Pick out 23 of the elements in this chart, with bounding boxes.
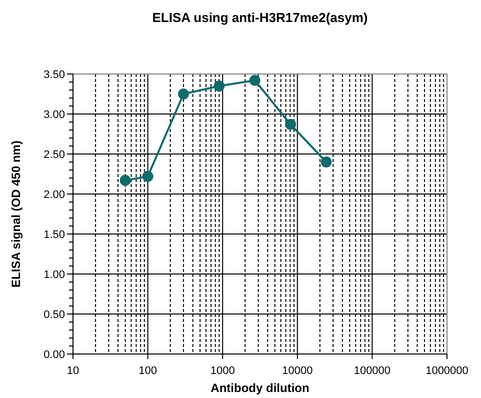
x-tick-label: 100 <box>138 365 157 377</box>
x-tick-label: 10000 <box>282 365 313 377</box>
x-tick-label: 1000 <box>210 365 235 377</box>
point <box>178 88 189 100</box>
y-tick-label: 0.00 <box>44 349 65 361</box>
point <box>142 170 154 182</box>
x-tick-label: 10 <box>66 365 80 377</box>
x-axis-title: Antibody dilution <box>210 381 310 395</box>
x-tick-label: 1000000 <box>426 365 468 377</box>
y-tick-label: 3.00 <box>44 109 65 121</box>
point <box>285 118 296 130</box>
y-tick-label: 3.50 <box>44 69 65 81</box>
y-axis-title: ELISA signal (OD 450 nm) <box>9 140 23 288</box>
y-tick-label: 1.00 <box>44 269 65 281</box>
y-tick-label: 2.00 <box>44 189 65 201</box>
point <box>249 74 260 86</box>
chart-title: ELISA using anti-H3R17me2(asym) <box>152 10 368 25</box>
x-tick-label: 100000 <box>354 365 391 377</box>
y-tick-label: 0.50 <box>44 309 65 321</box>
point <box>320 156 332 168</box>
y-tick-label: 2.50 <box>44 149 65 161</box>
y-tick-label: 1.50 <box>44 229 65 241</box>
point <box>214 80 225 92</box>
